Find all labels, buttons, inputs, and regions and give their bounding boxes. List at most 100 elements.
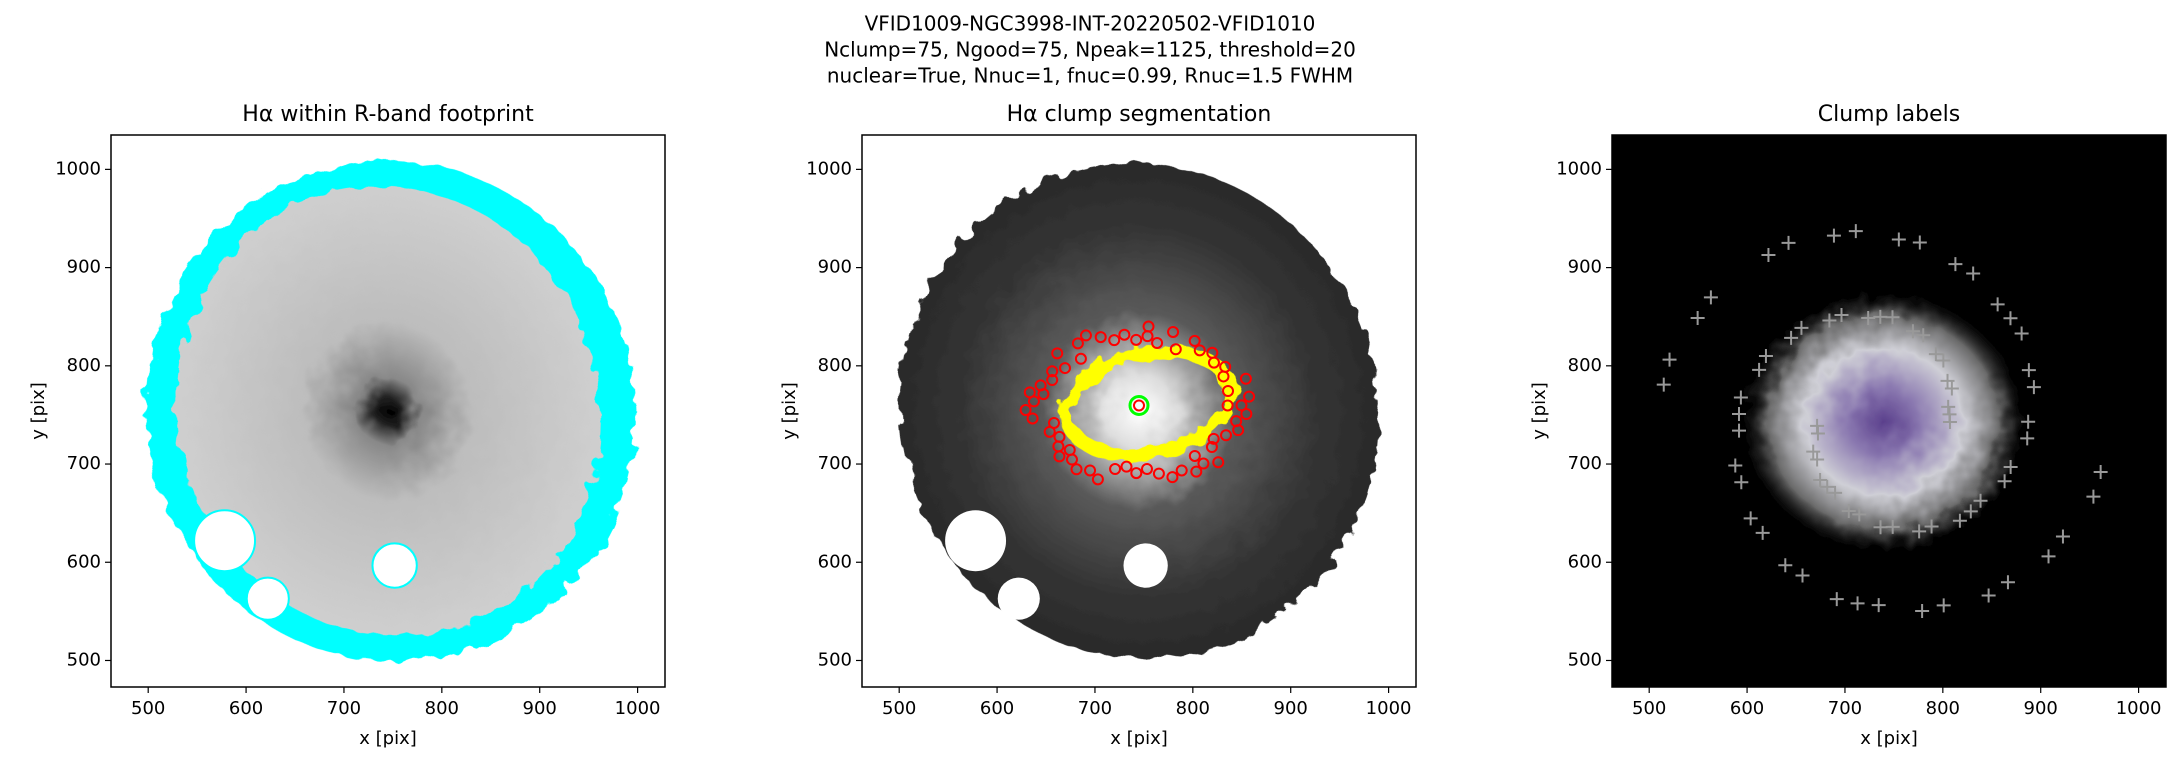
panel: 500 600 700 800 900 1000 500 600 700 800 900 1000 Hα… — [779, 102, 1417, 749]
clump-marker — [2026, 380, 2041, 395]
suptitle: VFID1009-NGC3998-INT-20220502-VFID1010 — [865, 12, 1316, 36]
clump-marker — [1891, 232, 1906, 247]
x-tick-label: 500 — [131, 698, 165, 719]
clump-marker — [1732, 423, 1747, 438]
clump-outline — [1051, 347, 1064, 360]
clump-marker — [1852, 507, 1867, 522]
x-tick-label: 800 — [425, 698, 459, 719]
clump-outline — [1053, 430, 1066, 443]
clump-marker — [1973, 493, 1988, 508]
mask — [371, 542, 418, 589]
clump-marker — [1941, 399, 1956, 414]
axes-frame — [861, 134, 1417, 688]
x-tick-label: 1000 — [615, 698, 661, 719]
y-tick-label: 700 — [818, 453, 852, 474]
x-axis-label: x [pix] — [1110, 728, 1168, 749]
axes-frame — [1611, 134, 2167, 688]
clump-marker — [1963, 504, 1978, 519]
clump-marker — [1734, 475, 1749, 490]
clump-outline — [1084, 464, 1097, 477]
clump-outline — [1079, 329, 1092, 342]
x-tick-label: 1000 — [2116, 698, 2162, 719]
clump-marker — [1758, 348, 1773, 363]
y-tick-label: 800 — [67, 355, 101, 376]
clump-outline — [1091, 473, 1104, 486]
clump-outline — [1140, 462, 1153, 475]
panel: 500 600 700 800 900 1000 500 600 700 800 900 1000 Hα… — [28, 102, 666, 749]
clump-marker — [1936, 353, 1951, 368]
clump-outline — [1070, 463, 1083, 476]
clump-outline — [1217, 370, 1230, 383]
y-tick-label: 900 — [818, 257, 852, 278]
clump-marker — [1778, 558, 1793, 573]
clump-marker — [2021, 363, 2036, 378]
label-blob — [1739, 289, 2028, 555]
x-tick-label: 600 — [1730, 698, 1764, 719]
clump-outline — [1130, 467, 1143, 480]
clump-outline — [1046, 374, 1059, 387]
panel: 500 600 700 800 900 1000 500 600 700 800 900 1000 Cl… — [1529, 102, 2167, 749]
clump-outline — [1130, 333, 1143, 346]
clump-marker — [1861, 310, 1876, 325]
clump-outline — [1230, 415, 1243, 428]
clump-outline — [1239, 372, 1252, 385]
clump-outline — [1240, 408, 1253, 421]
clump-marker — [1795, 568, 1810, 583]
clump-outline — [1019, 404, 1032, 417]
clump-marker — [1873, 520, 1888, 535]
clump-marker — [1761, 247, 1776, 262]
clump-marker — [2003, 459, 2018, 474]
clump-marker — [1952, 513, 1967, 528]
y-tick-label: 800 — [818, 355, 852, 376]
clump-marker — [1940, 373, 1955, 388]
x-tick-label: 1000 — [1366, 698, 1412, 719]
y-tick-label: 600 — [67, 551, 101, 572]
clump-marker — [1656, 377, 1671, 392]
clump-marker — [1822, 313, 1837, 328]
y-tick-label: 600 — [818, 551, 852, 572]
y-tick-label: 700 — [67, 453, 101, 474]
clump-marker — [2093, 465, 2108, 480]
clump-marker — [1841, 504, 1856, 519]
clump-outline — [1243, 390, 1256, 403]
clump-outline — [1207, 356, 1220, 369]
y-tick-label: 500 — [818, 649, 852, 670]
clump-marker — [1834, 307, 1849, 322]
clump-marker — [1924, 519, 1939, 534]
clump-marker — [1966, 266, 1981, 281]
mask — [997, 577, 1040, 620]
y-tick-label: 1000 — [1556, 158, 1602, 179]
clump-outline — [1152, 467, 1165, 480]
clump-marker — [1936, 598, 1951, 613]
panel-title: Hα within R-band footprint — [242, 102, 534, 127]
panel-title: Clump labels — [1818, 102, 1960, 127]
clump-marker — [1905, 324, 1920, 339]
clump-marker — [1703, 290, 1718, 305]
clump-outline — [1207, 432, 1220, 445]
clump-marker — [2041, 549, 2056, 564]
clump-outline — [1058, 362, 1071, 375]
y-tick-label: 600 — [1568, 551, 1602, 572]
y-axis-label: y [pix] — [28, 382, 49, 440]
clump-outline — [1027, 395, 1040, 408]
clump-outline — [1188, 334, 1201, 347]
clump-marker — [1873, 309, 1888, 324]
mask — [1123, 543, 1168, 588]
clump-marker — [2055, 529, 2070, 544]
clump-outline — [1046, 365, 1059, 378]
clump-marker — [1781, 235, 1796, 250]
x-tick-label: 500 — [882, 698, 916, 719]
clump-marker — [1948, 257, 1963, 272]
clump-marker — [1826, 228, 1841, 243]
x-tick-label: 900 — [1274, 698, 1308, 719]
clump-marker — [1731, 406, 1746, 421]
x-tick-label: 700 — [1078, 698, 1112, 719]
y-tick-label: 1000 — [806, 158, 852, 179]
x-tick-label: 500 — [1632, 698, 1666, 719]
y-tick-label: 700 — [1568, 453, 1602, 474]
clump-marker — [1813, 473, 1828, 488]
clump-marker — [1794, 320, 1809, 335]
suptitle: Nclump=75, Ngood=75, Npeak=1125, thresho… — [824, 38, 1356, 62]
clump-outline — [1220, 429, 1233, 442]
y-axis-label: y [pix] — [1529, 382, 1550, 440]
